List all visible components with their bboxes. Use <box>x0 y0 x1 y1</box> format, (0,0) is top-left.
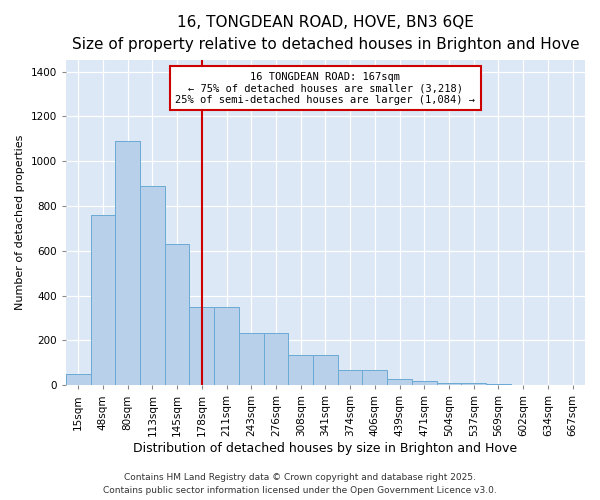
Bar <box>66 374 91 386</box>
Bar <box>115 141 140 386</box>
Text: Contains HM Land Registry data © Crown copyright and database right 2025.
Contai: Contains HM Land Registry data © Crown c… <box>103 474 497 495</box>
Bar <box>387 378 412 386</box>
Text: 16 TONGDEAN ROAD: 167sqm
← 75% of detached houses are smaller (3,218)
25% of sem: 16 TONGDEAN ROAD: 167sqm ← 75% of detach… <box>175 72 475 105</box>
Bar <box>140 186 165 386</box>
Bar <box>362 370 387 386</box>
Title: 16, TONGDEAN ROAD, HOVE, BN3 6QE
Size of property relative to detached houses in: 16, TONGDEAN ROAD, HOVE, BN3 6QE Size of… <box>71 15 579 52</box>
Bar <box>313 355 338 386</box>
Bar <box>461 384 486 386</box>
Bar <box>239 332 263 386</box>
Bar <box>263 332 289 386</box>
Bar <box>91 215 115 386</box>
Bar <box>560 384 585 386</box>
Bar <box>214 307 239 386</box>
Y-axis label: Number of detached properties: Number of detached properties <box>15 135 25 310</box>
Bar <box>338 370 362 386</box>
Bar <box>165 244 190 386</box>
Bar <box>412 381 437 386</box>
Bar <box>190 307 214 386</box>
Bar <box>486 384 511 386</box>
Bar <box>437 382 461 386</box>
Bar <box>289 355 313 386</box>
X-axis label: Distribution of detached houses by size in Brighton and Hove: Distribution of detached houses by size … <box>133 442 517 455</box>
